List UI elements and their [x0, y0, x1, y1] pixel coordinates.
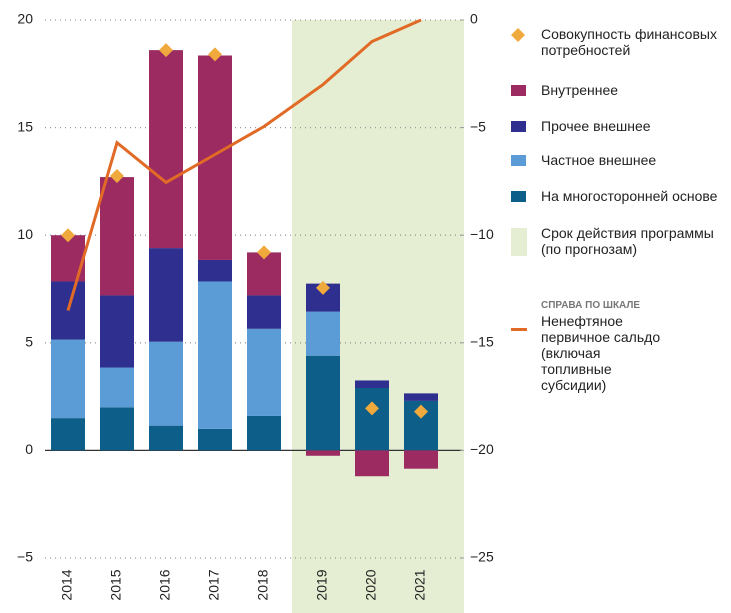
x-tick-label: 2020 [363, 569, 379, 600]
y2-tick-label: −5 [470, 118, 486, 134]
bar-segment [355, 450, 389, 477]
y2-tick-label: 0 [470, 11, 478, 27]
bar-segment [247, 295, 281, 329]
y-tick-label: −5 [17, 549, 33, 565]
bar-segment [306, 311, 340, 356]
bar-segment [198, 259, 232, 282]
x-tick-label: 2015 [108, 569, 124, 600]
legend-label: Прочее внешнее [541, 118, 651, 134]
marker [257, 245, 271, 260]
bar-segment [51, 339, 85, 419]
bar-segment [149, 248, 183, 342]
x-tick-label: 2017 [206, 569, 222, 600]
legend-label: На многосторонней основе [541, 188, 718, 204]
x-tick-label: 2014 [59, 569, 75, 600]
bar-segment [149, 341, 183, 426]
bar-segment [149, 50, 183, 249]
legend-swatch [511, 155, 526, 166]
bar-segment [306, 450, 340, 456]
x-tick-label: 2019 [314, 569, 330, 600]
bar-segment [355, 380, 389, 388]
legend-swatch [511, 328, 527, 331]
x-tick-label: 2021 [412, 569, 428, 600]
legend-swatch [511, 85, 526, 96]
marker [414, 404, 428, 419]
y-tick-label: 20 [17, 11, 33, 27]
bar-segment [198, 55, 232, 260]
legend-label: Совокупность финансовых потребностей [541, 26, 717, 58]
legend-label: Ненефтяное первичное сальдо (включая топ… [541, 313, 661, 393]
legend-label: Внутреннее [541, 82, 619, 98]
legend-swatch [511, 228, 527, 256]
axis-note: СПРАВА ПО ШКАЛЕ [541, 300, 641, 311]
bar-segment [404, 393, 438, 401]
legend-swatch [511, 121, 526, 132]
legend-label: Частное внешнее [541, 152, 657, 168]
bar-segment [100, 407, 134, 451]
bar-segment [306, 355, 340, 451]
line-series [66, 18, 422, 311]
bar-segment [247, 252, 281, 296]
bar-segment [404, 450, 438, 469]
x-tick-label: 2018 [255, 569, 271, 600]
marker [61, 228, 75, 243]
marker [208, 47, 222, 62]
bar-segment [247, 328, 281, 416]
y-tick-label: 0 [25, 441, 33, 457]
y-tick-label: 15 [17, 118, 33, 134]
bar-segment [100, 367, 134, 408]
bar-segment [149, 425, 183, 451]
y2-tick-label: −10 [470, 226, 494, 242]
bar-segment [198, 281, 232, 429]
bar-segment [100, 295, 134, 368]
bar-segment [355, 387, 389, 451]
legend-swatch [511, 191, 526, 202]
legend-swatch [511, 28, 525, 42]
bar-segment [51, 418, 85, 451]
legend-label: Срок действия программы (по прогнозам) [541, 225, 714, 257]
y2-tick-label: −25 [470, 549, 494, 565]
bar-segment [100, 177, 134, 296]
y-tick-label: 5 [25, 334, 33, 350]
marker [316, 280, 330, 295]
bar-segment [247, 415, 281, 451]
y-tick-label: 10 [17, 226, 33, 242]
y2-tick-label: −15 [470, 334, 494, 350]
marker [159, 43, 173, 58]
bar-segment [198, 428, 232, 451]
marker [365, 401, 379, 416]
y2-tick-label: −20 [470, 441, 494, 457]
x-tick-label: 2016 [157, 569, 173, 600]
marker [110, 169, 124, 184]
